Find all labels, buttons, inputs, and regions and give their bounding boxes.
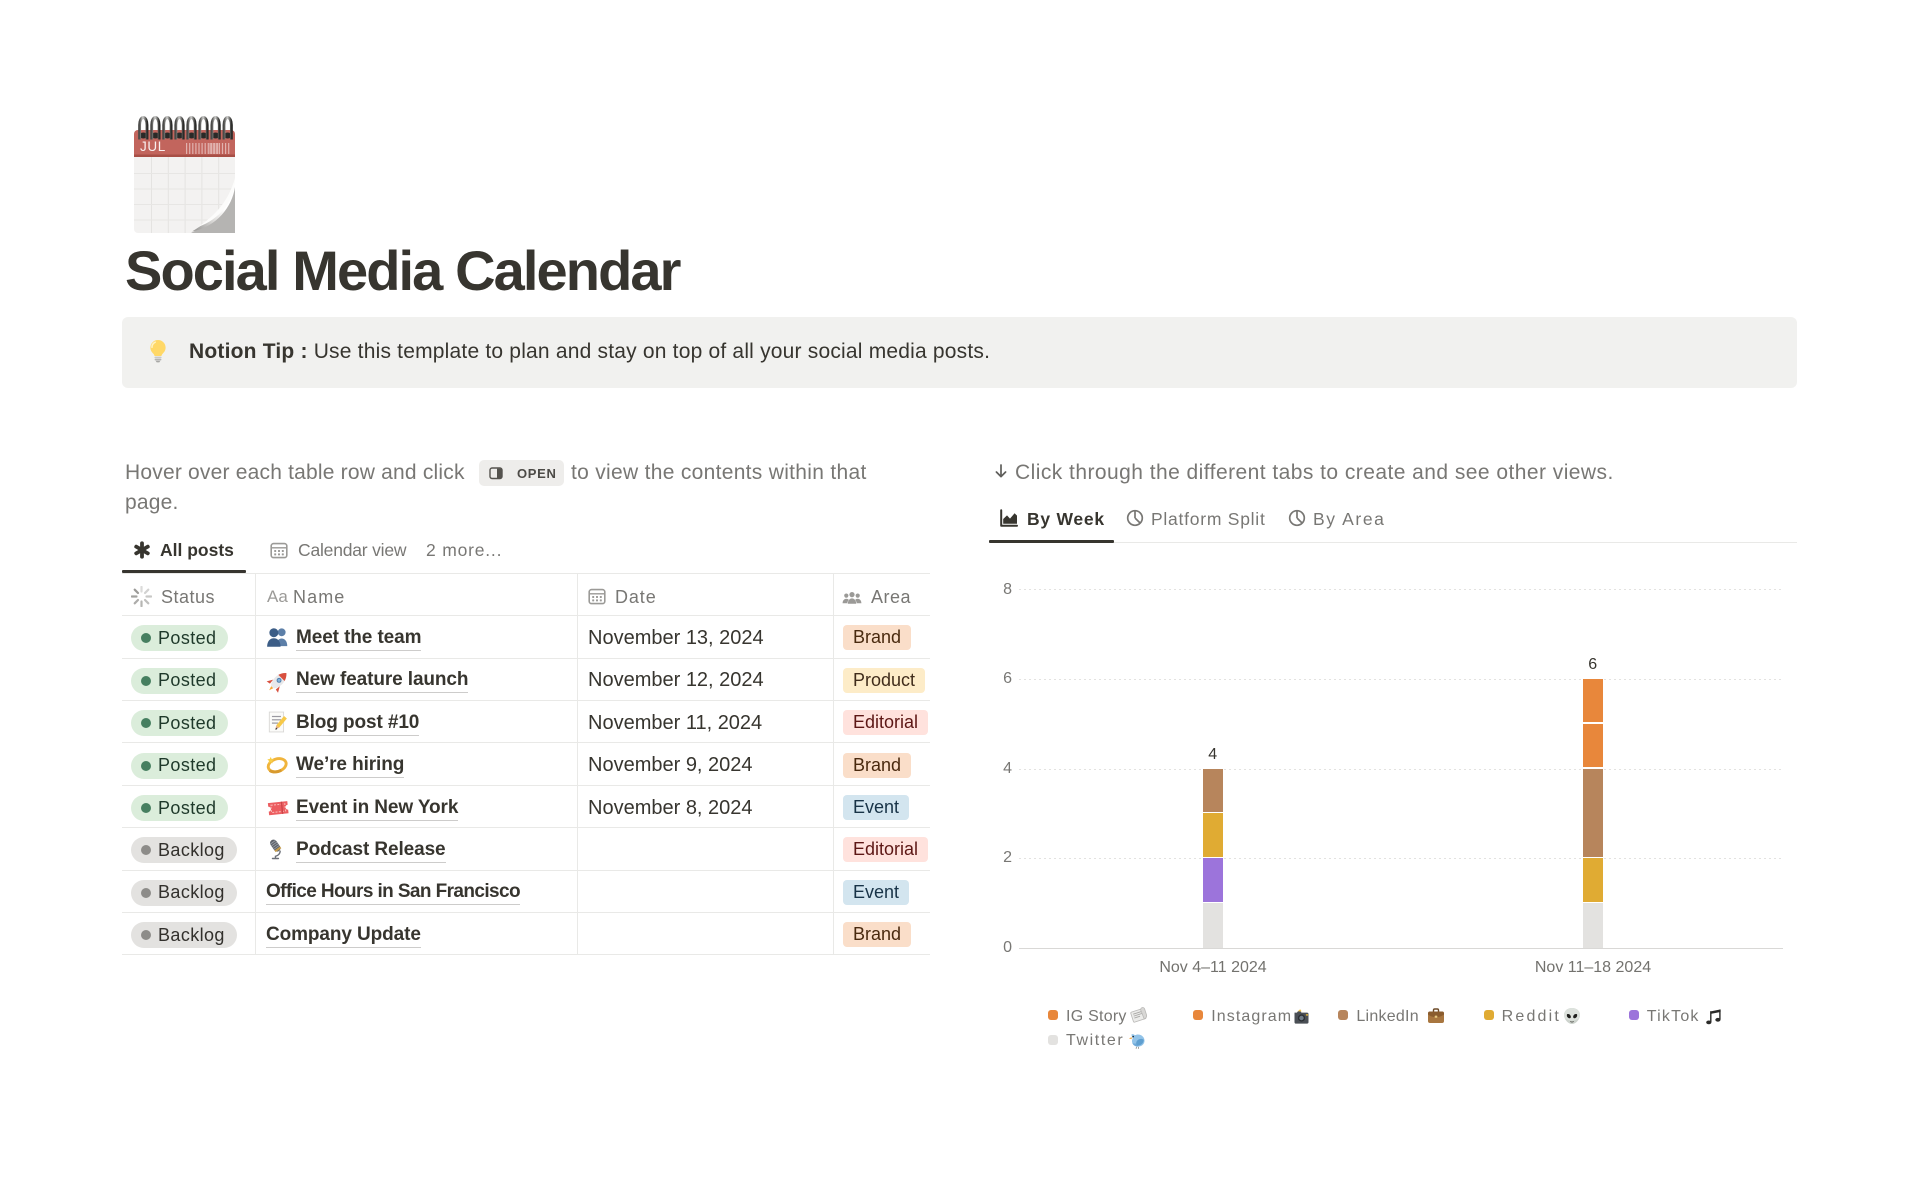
svg-text:JUL: JUL [140,139,166,154]
